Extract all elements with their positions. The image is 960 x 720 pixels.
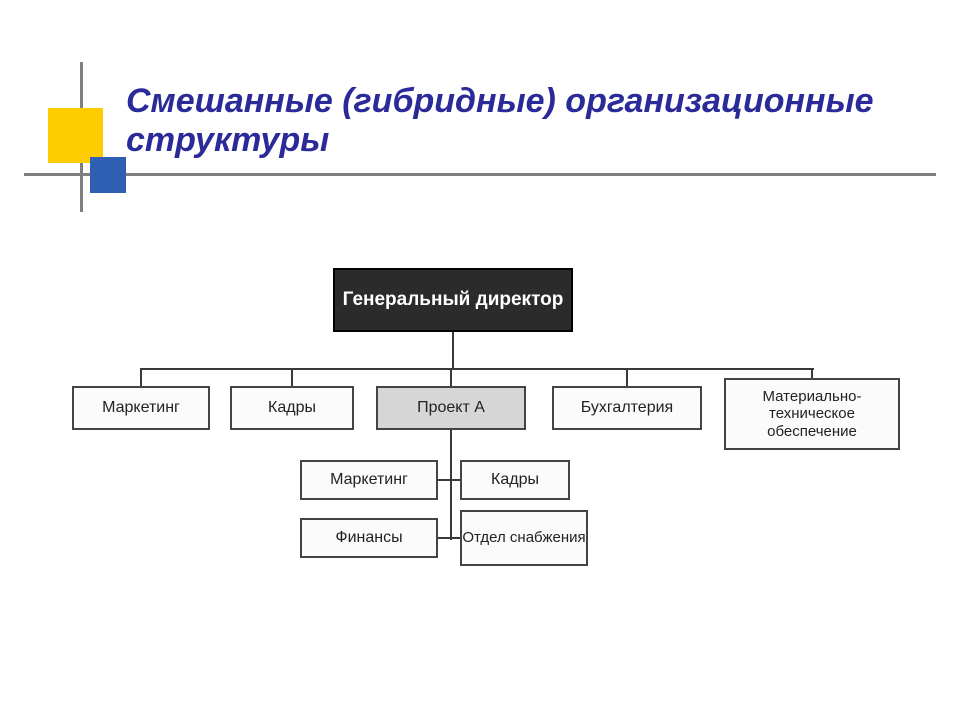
node-proj-supply: Отдел снабжения — [460, 510, 588, 566]
connector-to-marketing — [140, 368, 142, 386]
connector-to-accounting — [626, 368, 628, 386]
decor-blue-square — [90, 157, 126, 193]
node-marketing: Маркетинг — [72, 386, 210, 430]
node-proj-hr: Кадры — [460, 460, 570, 500]
connector-to-logistics — [811, 368, 813, 378]
connector-level2-bus — [141, 368, 814, 370]
connector-proj-row2 — [438, 537, 460, 539]
node-ceo: Генеральный директор — [333, 268, 573, 332]
connector-root-down — [452, 332, 454, 368]
node-accounting: Бухгалтерия — [552, 386, 702, 430]
node-logistics: Материально-техническое обеспечение — [724, 378, 900, 450]
node-proj-finance: Финансы — [300, 518, 438, 558]
decor-hline — [24, 173, 936, 176]
decor-yellow-square — [48, 108, 103, 163]
node-project-a: Проект А — [376, 386, 526, 430]
slide: Смешанные (гибридные) организационные ст… — [0, 0, 960, 720]
node-proj-marketing: Маркетинг — [300, 460, 438, 500]
slide-title: Смешанные (гибридные) организационные ст… — [126, 82, 886, 160]
connector-proj-stem — [450, 430, 452, 540]
connector-proj-row1 — [438, 479, 460, 481]
connector-to-hr — [291, 368, 293, 386]
connector-to-project-a — [450, 368, 452, 386]
node-hr: Кадры — [230, 386, 354, 430]
